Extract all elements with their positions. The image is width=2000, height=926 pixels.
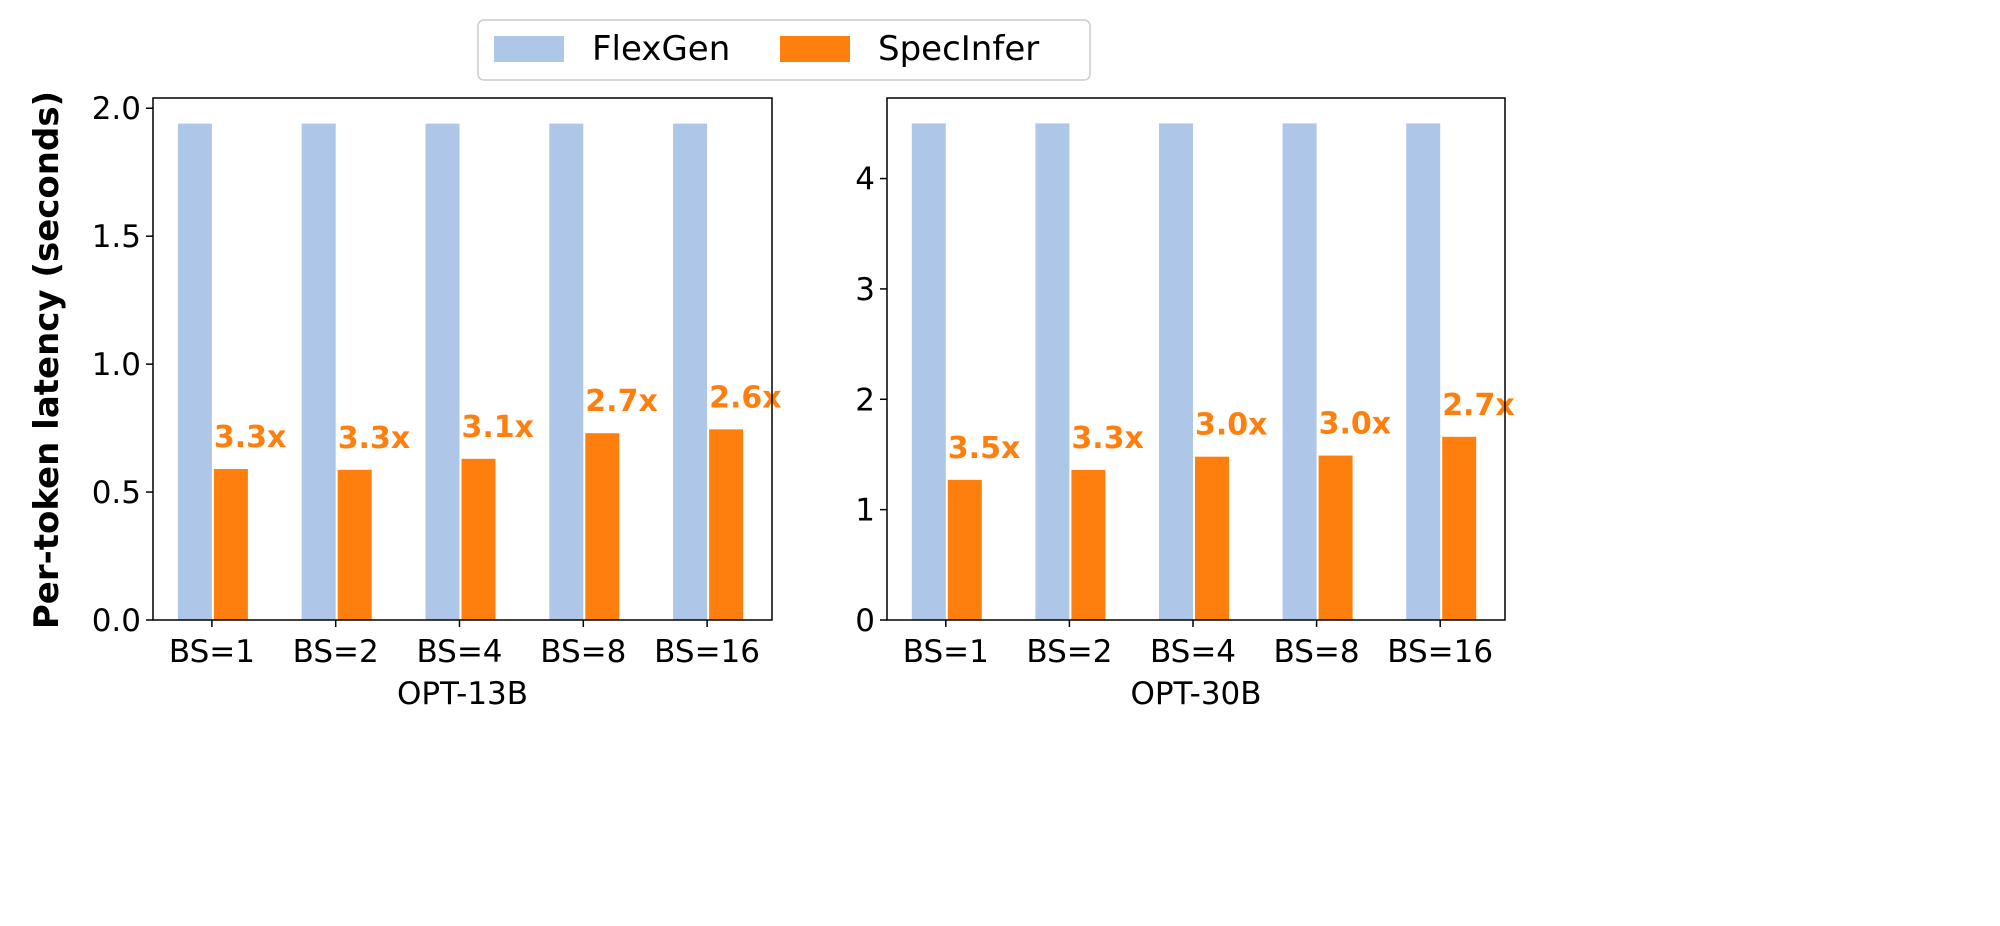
legend-label-specinfer: SpecInfer bbox=[878, 29, 1039, 69]
bar-specinfer-bs2 bbox=[337, 469, 372, 620]
y-tick-label: 3 bbox=[855, 272, 875, 308]
speedup-label: 3.3x bbox=[338, 421, 411, 456]
bar-specinfer-bs8 bbox=[1318, 455, 1353, 620]
y-tick-label: 4 bbox=[855, 162, 875, 198]
y-tick-label: 1.0 bbox=[92, 347, 141, 383]
x-tick-label: BS=4 bbox=[416, 634, 502, 670]
bar-specinfer-bs1 bbox=[947, 479, 982, 620]
y-tick-label: 2 bbox=[855, 382, 875, 418]
x-axis-label: OPT-13B bbox=[397, 676, 528, 712]
bar-specinfer-bs1 bbox=[213, 469, 248, 620]
x-tick-label: BS=16 bbox=[1387, 634, 1493, 670]
panel-opt-30b: 3.5x BS=1 3.3x BS=2 3.0x BS=4 3.0x BS=8 2.7x BS=1… bbox=[855, 97, 1515, 712]
x-tick-label: BS=2 bbox=[293, 634, 379, 670]
y-axis-label: Per-token latency (seconds) bbox=[27, 91, 67, 629]
bar-flexgen-bs8 bbox=[549, 123, 584, 621]
panel-opt-13b: 3.3x BS=1 3.3x BS=2 3.1x BS=4 2.7x BS=8 2.6x BS=1… bbox=[92, 91, 782, 712]
y-tick-label: 1.5 bbox=[92, 219, 141, 255]
bar-flexgen-bs1 bbox=[177, 123, 212, 621]
bar-specinfer-bs4 bbox=[461, 458, 496, 620]
x-tick-label: BS=4 bbox=[1150, 634, 1236, 670]
bar-flexgen-bs2 bbox=[301, 123, 336, 621]
y-tick-label: 0 bbox=[855, 603, 875, 639]
bar-flexgen-bs2 bbox=[1035, 123, 1070, 621]
legend-label-flexgen: FlexGen bbox=[592, 29, 730, 69]
speedup-label: 3.0x bbox=[1195, 408, 1268, 443]
y-tick-label: 0.0 bbox=[92, 603, 141, 639]
speedup-label: 3.3x bbox=[214, 420, 287, 455]
legend-swatch-flexgen bbox=[494, 36, 564, 62]
bar-flexgen-bs4 bbox=[1159, 123, 1193, 621]
legend-swatch-specinfer bbox=[780, 36, 850, 62]
x-tick-label: BS=16 bbox=[654, 634, 760, 670]
x-tick-label: BS=1 bbox=[903, 634, 989, 670]
speedup-label: 2.7x bbox=[1442, 388, 1515, 423]
speedup-label: 2.6x bbox=[709, 380, 782, 415]
speedup-label: 3.1x bbox=[462, 410, 535, 445]
x-tick-label: BS=1 bbox=[169, 634, 255, 670]
speedup-label: 3.0x bbox=[1319, 407, 1392, 442]
x-tick-label: BS=8 bbox=[1274, 634, 1360, 670]
bar-flexgen-bs16 bbox=[673, 123, 708, 621]
y-tick-label: 2.0 bbox=[92, 91, 141, 127]
bar-flexgen-bs8 bbox=[1282, 123, 1317, 621]
bar-flexgen-bs4 bbox=[425, 123, 460, 621]
x-tick-label: BS=2 bbox=[1026, 634, 1112, 670]
bar-specinfer-bs2 bbox=[1071, 469, 1106, 620]
axes-frame bbox=[152, 97, 773, 621]
bar-specinfer-bs4 bbox=[1195, 456, 1229, 620]
bar-specinfer-bs16 bbox=[709, 429, 744, 620]
bar-specinfer-bs8 bbox=[585, 433, 620, 620]
x-axis-label: OPT-30B bbox=[1130, 676, 1261, 712]
y-tick-label: 0.5 bbox=[92, 475, 141, 511]
legend: FlexGen SpecInfer bbox=[477, 19, 1091, 81]
y-tick-label: 1 bbox=[855, 493, 875, 529]
speedup-label: 2.7x bbox=[585, 384, 658, 419]
x-tick-label: BS=8 bbox=[540, 634, 626, 670]
bar-flexgen-bs1 bbox=[911, 123, 946, 621]
axes-frame bbox=[886, 97, 1506, 621]
bar-flexgen-bs16 bbox=[1406, 123, 1441, 621]
speedup-label: 3.3x bbox=[1071, 421, 1144, 456]
speedup-label: 3.5x bbox=[948, 431, 1021, 466]
bar-specinfer-bs16 bbox=[1442, 436, 1477, 620]
